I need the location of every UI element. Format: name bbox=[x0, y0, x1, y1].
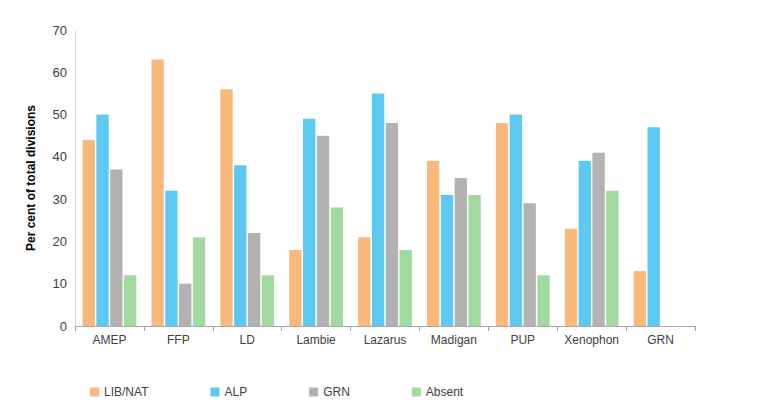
svg-text:70: 70 bbox=[53, 23, 67, 38]
svg-text:ALP: ALP bbox=[224, 385, 247, 399]
svg-text:40: 40 bbox=[53, 149, 67, 164]
svg-text:FFP: FFP bbox=[167, 333, 190, 347]
svg-text:Lambie: Lambie bbox=[296, 333, 336, 347]
svg-text:Absent: Absent bbox=[426, 385, 464, 399]
svg-text:PUP: PUP bbox=[510, 333, 535, 347]
svg-text:10: 10 bbox=[53, 276, 67, 291]
svg-text:AMEP: AMEP bbox=[92, 333, 126, 347]
svg-text:Lazarus: Lazarus bbox=[364, 333, 407, 347]
svg-text:60: 60 bbox=[53, 65, 67, 80]
svg-text:LIB/NAT: LIB/NAT bbox=[104, 385, 149, 399]
svg-text:20: 20 bbox=[53, 234, 67, 249]
svg-text:Per cent of total divisions: Per cent of total divisions bbox=[24, 105, 38, 251]
svg-text:Xenophon: Xenophon bbox=[564, 333, 619, 347]
svg-text:LD: LD bbox=[240, 333, 256, 347]
svg-text:GRN: GRN bbox=[647, 333, 674, 347]
svg-text:GRN: GRN bbox=[323, 385, 350, 399]
svg-text:30: 30 bbox=[53, 192, 67, 207]
svg-text:0: 0 bbox=[60, 319, 67, 334]
svg-text:Madigan: Madigan bbox=[431, 333, 477, 347]
svg-text:50: 50 bbox=[53, 107, 67, 122]
